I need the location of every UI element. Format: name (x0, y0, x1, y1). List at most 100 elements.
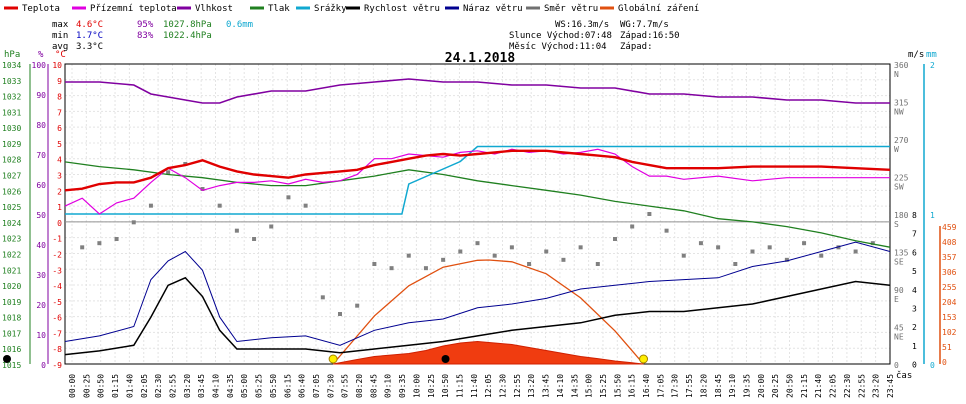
wind-direction-point (509, 245, 514, 250)
rad-tick-label: 102 (942, 328, 957, 337)
pct-tick-label: 30 (36, 271, 46, 280)
wind-direction-point (716, 245, 721, 250)
humidity-line (65, 78, 890, 104)
rad-tick-label: 153 (942, 313, 957, 322)
legend-label: Rychlost větru (364, 4, 440, 14)
time-tick-label: 16:15 (628, 374, 637, 398)
wind-direction-point (802, 241, 807, 246)
wind-direction-point (234, 228, 239, 233)
wind-direction-point (80, 245, 85, 250)
wind-direction-point (630, 224, 635, 229)
hpa-axis-label: hPa (4, 50, 20, 60)
hpa-tick-label: 1015 (2, 361, 21, 370)
ms-tick-label: 1 (912, 342, 917, 351)
time-tick-label: 15:25 (599, 374, 608, 398)
hpa-tick-label: 1023 (2, 235, 21, 244)
dir-tick-label: 45 (894, 324, 904, 333)
time-tick-label: 14:35 (570, 374, 579, 398)
dir-tick-label: 180 (894, 211, 909, 220)
stats-wg: WG:7.7m/s (620, 20, 669, 30)
rad-tick-label: 459 (942, 223, 957, 232)
time-tick-label: 22:05 (829, 374, 838, 398)
wind-direction-point (423, 266, 428, 271)
temp-tick-label: -5 (52, 298, 62, 307)
moon-marker (3, 355, 11, 363)
time-tick-label: 05:00 (240, 374, 249, 398)
rad-tick-label: 408 (942, 238, 957, 247)
wind-direction-point (819, 253, 824, 258)
dir-tick-label: 270 (894, 136, 909, 145)
dir-tick-label: 90 (894, 286, 904, 295)
wind-direction-point (286, 195, 291, 200)
theoretical-radiation-line (332, 259, 644, 365)
wind-direction-point (166, 170, 171, 175)
stats-sun: Slunce Východ:07:48 (509, 31, 612, 41)
dir-tick-label: 0 (894, 361, 899, 370)
wind-direction-point (148, 203, 153, 208)
wind-direction-point (492, 253, 497, 258)
pct-tick-label: 0 (41, 361, 46, 370)
hpa-tick-label: 1024 (2, 219, 21, 228)
wind-direction-point (681, 253, 686, 258)
time-tick-label: 19:10 (728, 374, 737, 398)
wind-speed-line (64, 276, 891, 356)
hpa-tick-label: 1026 (2, 187, 21, 196)
time-tick-label: 23:20 (872, 374, 881, 398)
time-tick-label: 07:05 (312, 374, 321, 398)
wind-direction-point (406, 253, 411, 258)
wind-direction-point (97, 241, 102, 246)
time-tick-label: 12:30 (499, 374, 508, 398)
dir-tick-label: 315 (894, 99, 909, 108)
stats-min-temp: 1.7°C (76, 31, 103, 41)
wind-direction-point (733, 262, 738, 266)
temp-tick-label: 3 (57, 172, 62, 181)
temp-tick-label: -4 (52, 282, 62, 291)
dir-tick-label: W (894, 145, 899, 154)
legend-label: Globální záření (618, 4, 699, 14)
time-tick-label: 17:55 (685, 374, 694, 398)
ms-tick-label: 5 (912, 267, 917, 276)
ms-tick-label: 0 (912, 361, 917, 370)
wind-direction-point (338, 312, 342, 316)
temperature-line (64, 149, 891, 192)
time-tick-label: 11:40 (470, 374, 479, 398)
time-tick-label: 20:00 (757, 374, 766, 398)
hpa-tick-label: 1021 (2, 266, 21, 275)
legend-label: Vlhkost (195, 4, 233, 14)
stats-max-press: 1027.8hPa (163, 20, 212, 30)
legend-label: Náraz větru (463, 4, 523, 14)
wind-direction-point (320, 295, 325, 300)
stats-moon: Měsíc Východ:11:04 (509, 42, 607, 52)
time-tick-label: 11:15 (455, 374, 464, 398)
rad-tick-label: 204 (942, 298, 957, 307)
dir-tick-label: NE (894, 333, 904, 342)
temp-tick-label: -3 (52, 266, 62, 275)
time-tick-label: 20:50 (786, 374, 795, 398)
time-tick-label: 09:35 (398, 374, 407, 398)
ms-axis-label: m/s (908, 50, 924, 60)
time-tick-label: 13:20 (527, 374, 536, 398)
wind-direction-point (372, 262, 377, 266)
ms-tick-label: 4 (912, 286, 917, 295)
stats-moon-set: Západ: (620, 42, 653, 52)
pct-tick-label: 90 (36, 91, 46, 100)
wind-direction-point (750, 249, 755, 254)
dir-tick-label: SW (894, 183, 904, 192)
hpa-tick-label: 1020 (2, 282, 21, 291)
time-tick-label: 15:00 (585, 374, 594, 398)
mm-tick-label: 1 (930, 211, 935, 220)
time-tick-label: 07:55 (341, 374, 350, 398)
legend-label: Směr větru (544, 4, 598, 14)
time-tick-label: 19:35 (742, 374, 751, 398)
rad-tick-label: 255 (942, 283, 957, 292)
time-tick-label: 10:00 (412, 374, 421, 398)
hpa-tick-label: 1025 (2, 203, 21, 212)
hpa-tick-label: 1029 (2, 140, 21, 149)
time-tick-label: 18:20 (699, 374, 708, 398)
wind-direction-point (527, 262, 532, 266)
wind-direction-point (561, 257, 566, 262)
wind-direction-point (784, 257, 789, 262)
legend-label: Přízemní teplota (90, 4, 177, 14)
stats-sun-set: Západ:16:50 (620, 31, 680, 41)
